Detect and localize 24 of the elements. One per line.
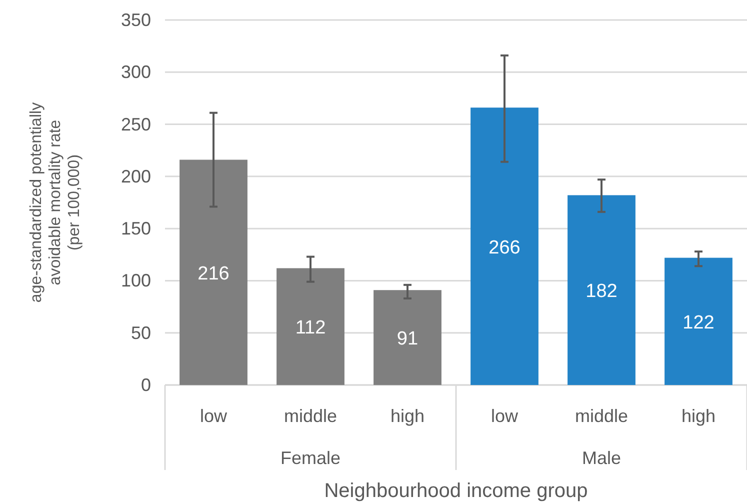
y-tick-label: 50 [130,322,151,343]
data-label: 216 [198,263,230,284]
data-label: 122 [682,312,714,334]
text: Male [582,448,622,468]
text: Female [280,448,341,468]
y-tick-label: 150 [120,218,151,239]
y-tick-label: 350 [120,10,151,30]
x-tick-label: middle [574,406,628,426]
x-tick-label: high [681,406,716,426]
data-label: 91 [396,328,418,350]
data-label: 266 [488,237,520,258]
x-tick-label: low [200,406,228,426]
data-label: 182 [586,281,618,302]
data-label: 112 [295,318,326,339]
y-tick-label: 250 [120,114,151,134]
x-tick-label: middle [284,406,338,426]
y-tick-label: 100 [120,270,151,291]
y-tick-label: 300 [120,62,151,82]
x-tick-label: high [390,406,425,426]
x-tick-label: low [490,406,519,426]
y-tick-label: 200 [120,166,151,186]
x-axis-title: Neighbourhood income group [324,480,588,502]
y-tick-label: 0 [140,375,151,395]
y-axis-title: age-standardized potentially avoidable mortality rate (per 100,000) [28,102,83,303]
